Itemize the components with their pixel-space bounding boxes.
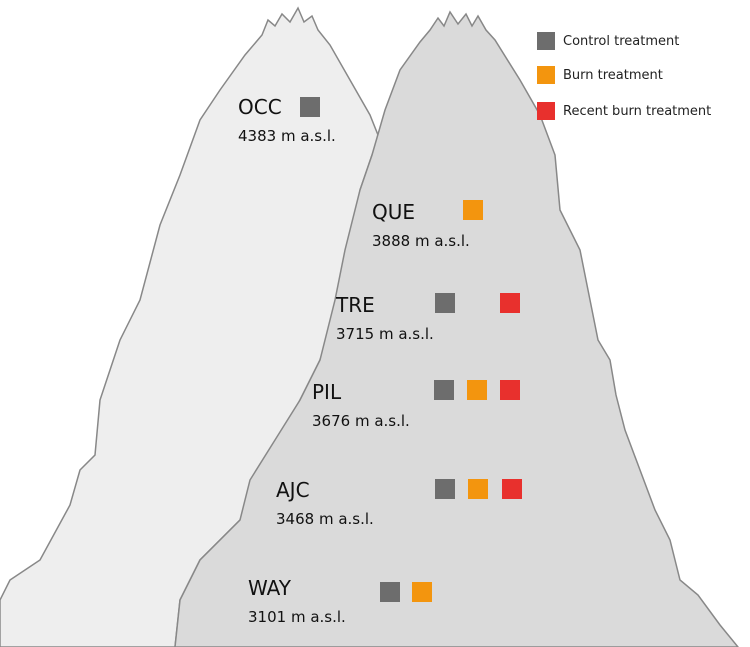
burn-marker — [467, 380, 487, 400]
legend-item-burn: Burn treatment — [537, 66, 663, 84]
recent-burn-marker — [500, 293, 520, 313]
site-code: QUE — [372, 200, 416, 224]
control-marker — [435, 479, 455, 499]
site-code: TRE — [336, 293, 375, 317]
site-elevation: 3888 m a.s.l. — [372, 232, 470, 250]
burn-swatch — [537, 66, 555, 84]
front-mountain — [174, 10, 739, 647]
site-code: OCC — [238, 95, 282, 119]
site-elevation: 3101 m a.s.l. — [248, 608, 346, 626]
recent-burn-swatch — [537, 102, 555, 120]
site-elevation: 3676 m a.s.l. — [312, 412, 410, 430]
site-code: AJC — [276, 478, 310, 502]
legend-item-control: Control treatment — [537, 32, 679, 50]
legend-label-recent-burn: Recent burn treatment — [563, 103, 712, 119]
site-code: WAY — [248, 576, 292, 600]
control-marker — [434, 380, 454, 400]
recent-burn-marker — [500, 380, 520, 400]
site-elevation: 3468 m a.s.l. — [276, 510, 374, 528]
control-marker — [380, 582, 400, 602]
control-swatch — [537, 32, 555, 50]
legend-label-burn: Burn treatment — [563, 67, 663, 83]
burn-marker — [412, 582, 432, 602]
burn-marker — [463, 200, 483, 220]
site-elevation: 3715 m a.s.l. — [336, 325, 434, 343]
control-marker — [300, 97, 320, 117]
site-code: PIL — [312, 380, 342, 404]
site-elevation: 4383 m a.s.l. — [238, 127, 336, 145]
recent-burn-marker — [502, 479, 522, 499]
legend-item-recent-burn: Recent burn treatment — [537, 102, 711, 120]
control-marker — [435, 293, 455, 313]
legend-label-control: Control treatment — [563, 33, 680, 49]
burn-marker — [468, 479, 488, 499]
